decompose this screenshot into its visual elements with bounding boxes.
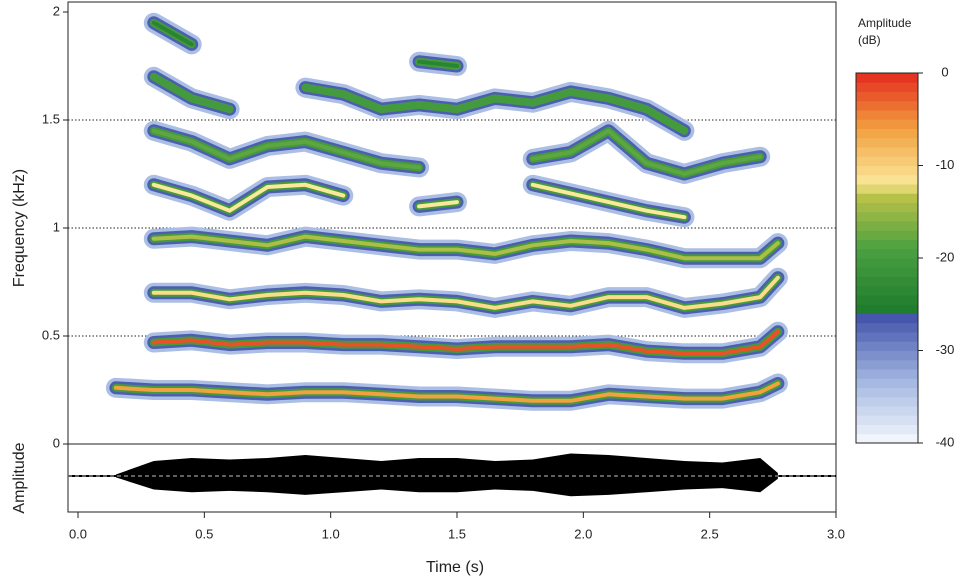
colorbar-step [856, 249, 918, 259]
colorbar-step [856, 258, 918, 268]
x-tick-label: 1.5 [448, 526, 466, 541]
colorbar-step [856, 351, 918, 361]
colorbar-step [856, 230, 918, 240]
colorbar-step [856, 110, 918, 120]
colorbar-tick-label: -40 [936, 434, 955, 449]
x-tick-label: 2.0 [574, 526, 592, 541]
colorbar-step [856, 286, 918, 296]
waveform-label: Amplitude [11, 442, 28, 513]
colorbar-step [856, 323, 918, 333]
y-tick-label: 0 [53, 435, 60, 450]
colorbar-step [856, 425, 918, 435]
colorbar-step [856, 240, 918, 250]
waveform [116, 454, 778, 497]
x-axis-label: Time (s) [426, 559, 484, 576]
colorbar-step [856, 184, 918, 194]
colorbar-step [856, 369, 918, 379]
colorbar-tick-label: -30 [936, 342, 955, 357]
colorbar-step [856, 332, 918, 342]
colorbar-step [856, 156, 918, 166]
colorbar-step [856, 295, 918, 305]
x-tick-label: 3.0 [827, 526, 845, 541]
colorbar-step [856, 175, 918, 185]
colorbar-tick-label: -10 [936, 157, 955, 172]
x-tick-label: 0.0 [69, 526, 87, 541]
colorbar-step [856, 397, 918, 407]
colorbar-step [856, 406, 918, 416]
colorbar-step [856, 166, 918, 176]
colorbar-step [856, 304, 918, 314]
colorbar-step [856, 434, 918, 444]
colorbar-step [856, 378, 918, 388]
colorbar-step [856, 360, 918, 370]
colorbar-step [856, 193, 918, 203]
colorbar-step [856, 119, 918, 129]
colorbar-step [856, 388, 918, 398]
colorbar-step [856, 138, 918, 148]
colorbar-step [856, 415, 918, 425]
colorbar-tick-label: 0 [941, 64, 948, 79]
colorbar-title: (dB) [858, 33, 881, 47]
colorbar-step [856, 82, 918, 92]
y-tick-label: 1.5 [42, 111, 60, 126]
colorbar-tick-label: -20 [936, 249, 955, 264]
colorbar-step [856, 314, 918, 324]
colorbar-step [856, 212, 918, 222]
y-tick-label: 1 [53, 219, 60, 234]
x-tick-label: 2.5 [701, 526, 719, 541]
colorbar-step [856, 101, 918, 111]
y-tick-label: 0.5 [42, 327, 60, 342]
colorbar-step [856, 267, 918, 277]
colorbar-step [856, 73, 918, 83]
colorbar-step [856, 221, 918, 231]
y-tick-label: 2 [53, 3, 60, 18]
y-axis-label: Frequency (kHz) [11, 169, 28, 287]
colorbar-step [856, 203, 918, 213]
colorbar-step [856, 129, 918, 139]
x-tick-label: 0.5 [195, 526, 213, 541]
colorbar-step [856, 341, 918, 351]
colorbar-title: Amplitude [858, 16, 912, 30]
x-tick-label: 1.0 [322, 526, 340, 541]
colorbar-step [856, 277, 918, 287]
colorbar-step [856, 92, 918, 102]
colorbar-step [856, 147, 918, 157]
